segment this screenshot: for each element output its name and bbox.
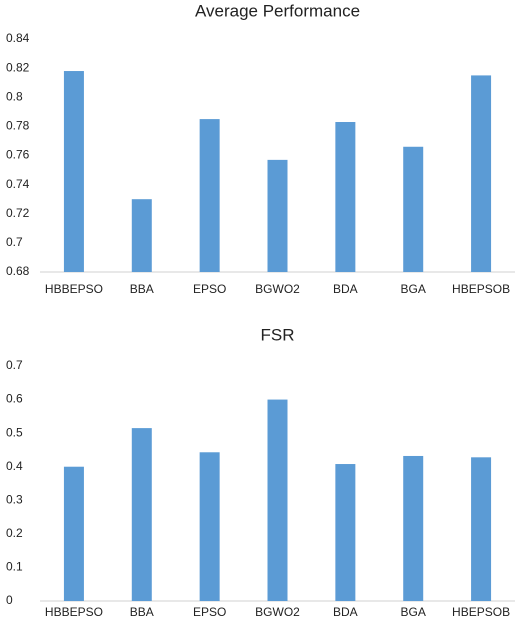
bar [267, 159, 288, 272]
x-tick-label: EPSO [193, 605, 226, 619]
x-tick-label: HBBEPSO [45, 605, 103, 619]
x-tick-label: HBEPSOB [452, 605, 510, 619]
y-tick-label: 0.78 [6, 119, 30, 133]
bar [63, 466, 84, 601]
bar [403, 455, 424, 601]
y-tick-label: 0.3 [6, 492, 23, 506]
bar [403, 146, 424, 272]
y-tick-label: 0.76 [6, 148, 30, 162]
y-tick-label: 0.7 [6, 235, 23, 249]
y-tick-label: 0.4 [6, 459, 23, 473]
y-tick-label: 0.5 [6, 425, 23, 439]
chart-title: Average Performance [195, 1, 360, 20]
x-tick-label: BGWO2 [255, 605, 300, 619]
bar [471, 457, 492, 601]
x-tick-label: BBA [130, 282, 154, 296]
bar [63, 71, 84, 272]
bar [335, 464, 356, 601]
bar [199, 452, 220, 601]
x-tick-label: EPSO [193, 282, 226, 296]
bar [131, 428, 152, 601]
bar [131, 199, 152, 272]
bar [199, 119, 220, 272]
y-tick-label: 0.8 [6, 89, 23, 103]
y-tick-label: 0.7 [6, 358, 23, 372]
x-tick-label: HBEPSOB [452, 282, 510, 296]
y-tick-label: 0.72 [6, 206, 30, 220]
x-tick-label: BDA [333, 605, 358, 619]
x-tick-label: BGA [401, 605, 426, 619]
bar [471, 75, 492, 272]
y-tick-label: 0.6 [6, 392, 23, 406]
y-tick-label: 0.2 [6, 526, 23, 540]
y-tick-label: 0 [6, 593, 13, 607]
bar [335, 122, 356, 272]
x-tick-label: BGA [401, 282, 426, 296]
y-tick-label: 0.68 [6, 264, 30, 278]
x-tick-label: BDA [333, 282, 358, 296]
y-tick-label: 0.84 [6, 31, 30, 45]
y-tick-label: 0.82 [6, 60, 30, 74]
chart-title: FSR [261, 325, 295, 344]
y-tick-label: 0.1 [6, 560, 23, 574]
y-tick-label: 0.74 [6, 177, 30, 191]
x-tick-label: HBBEPSO [45, 282, 103, 296]
x-tick-label: BGWO2 [255, 282, 300, 296]
bar [267, 399, 288, 601]
x-tick-label: BBA [130, 605, 154, 619]
